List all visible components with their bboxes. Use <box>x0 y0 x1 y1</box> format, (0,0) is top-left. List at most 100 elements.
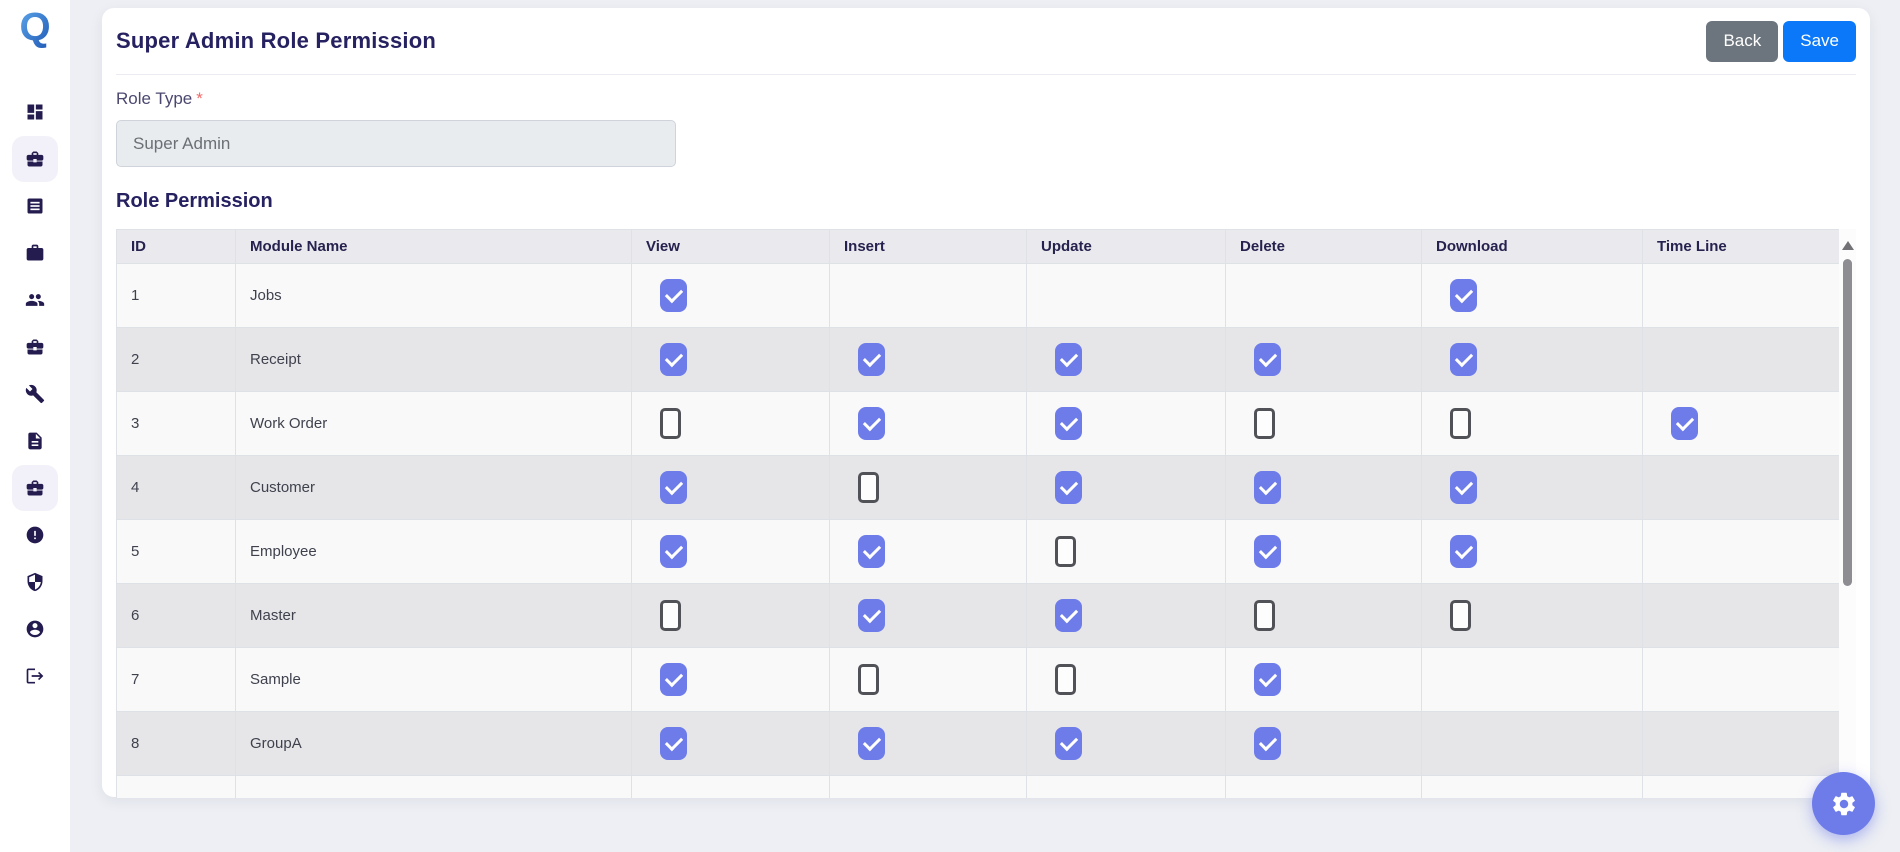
permission-cell <box>829 519 1027 584</box>
permission-checkbox-checked[interactable] <box>1055 727 1082 760</box>
permission-checkbox-checked[interactable] <box>1450 279 1477 312</box>
scroll-up-arrow-icon[interactable] <box>1842 241 1854 250</box>
column-header: Update <box>1026 229 1226 264</box>
permission-checkbox-checked[interactable] <box>1055 407 1082 440</box>
permission-checkbox-unchecked[interactable] <box>858 472 879 503</box>
permission-checkbox-checked[interactable] <box>858 407 885 440</box>
permission-cell <box>1026 711 1226 776</box>
work-bag-icon <box>26 244 44 261</box>
table-scrollbar[interactable] <box>1839 229 1856 798</box>
module-name-cell: Receipt <box>235 327 632 392</box>
permission-checkbox-checked[interactable] <box>660 727 687 760</box>
permission-checkbox-checked[interactable] <box>858 535 885 568</box>
permission-cell <box>829 263 1027 328</box>
role-type-input[interactable] <box>116 120 676 167</box>
wrench-icon <box>25 384 45 404</box>
permission-checkbox-checked[interactable] <box>1254 663 1281 696</box>
row-id-cell: 2 <box>116 327 236 392</box>
row-id-cell: 5 <box>116 519 236 584</box>
permission-cell <box>1026 391 1226 456</box>
users-icon <box>25 294 45 306</box>
permission-checkbox-unchecked[interactable] <box>1254 408 1275 439</box>
permission-checkbox-checked[interactable] <box>858 599 885 632</box>
sidebar-item[interactable] <box>12 606 58 652</box>
permission-checkbox-checked[interactable] <box>1450 471 1477 504</box>
permission-cell <box>1421 711 1643 776</box>
sidebar-item[interactable] <box>12 324 58 370</box>
permission-checkbox-checked[interactable] <box>1055 343 1082 376</box>
permission-checkbox-unchecked[interactable] <box>858 664 879 695</box>
permission-cell <box>631 711 830 776</box>
permission-cell <box>1642 583 1840 648</box>
sidebar-item[interactable] <box>12 371 58 417</box>
sidebar-item[interactable] <box>12 512 58 558</box>
permission-checkbox-unchecked[interactable] <box>1450 408 1471 439</box>
permission-cell <box>631 391 830 456</box>
sidebar-item[interactable] <box>12 559 58 605</box>
permission-checkbox-checked[interactable] <box>1055 471 1082 504</box>
sidebar-item[interactable] <box>12 277 58 323</box>
permission-checkbox-unchecked[interactable] <box>1254 600 1275 631</box>
settings-fab-button[interactable] <box>1812 772 1875 835</box>
module-name-cell: Customer <box>235 455 632 520</box>
permission-checkbox-unchecked[interactable] <box>1055 664 1076 695</box>
permission-cell <box>1421 455 1643 520</box>
sidebar-nav <box>0 89 70 699</box>
table-row: 2 Receipt <box>116 327 1840 392</box>
permission-cell <box>1225 455 1422 520</box>
permission-checkbox-checked[interactable] <box>660 343 687 376</box>
sidebar-item[interactable] <box>12 465 58 511</box>
table-row: 1 Jobs <box>116 263 1840 328</box>
row-id-cell: 8 <box>116 711 236 776</box>
save-button[interactable]: Save <box>1783 20 1856 62</box>
sidebar: Q <box>0 0 70 852</box>
permission-cell <box>1421 391 1643 456</box>
permission-cell <box>1026 327 1226 392</box>
required-marker: * <box>196 89 203 108</box>
permission-checkbox-checked[interactable] <box>660 663 687 696</box>
briefcase-icon <box>26 480 44 496</box>
permission-checkbox-checked[interactable] <box>660 535 687 568</box>
card-header: Super Admin Role Permission Back Save <box>116 8 1856 75</box>
sidebar-item[interactable] <box>12 418 58 464</box>
sidebar-item[interactable] <box>12 89 58 135</box>
permission-checkbox-checked[interactable] <box>858 343 885 376</box>
permission-checkbox-checked[interactable] <box>1254 535 1281 568</box>
module-name-cell <box>235 775 632 798</box>
permission-checkbox-checked[interactable] <box>1450 535 1477 568</box>
briefcase-icon <box>26 339 44 355</box>
permission-cell <box>1026 455 1226 520</box>
permission-cell <box>829 711 1027 776</box>
permission-checkbox-checked[interactable] <box>660 471 687 504</box>
permission-cell <box>1421 327 1643 392</box>
permission-checkbox-checked[interactable] <box>1254 727 1281 760</box>
page-title: Super Admin Role Permission <box>116 28 436 53</box>
permission-cell <box>1026 519 1226 584</box>
permission-checkbox-unchecked[interactable] <box>1055 536 1076 567</box>
permission-checkbox-unchecked[interactable] <box>660 600 681 631</box>
table-row: 8 GroupA <box>116 711 1840 776</box>
permission-checkbox-checked[interactable] <box>660 279 687 312</box>
permission-checkbox-checked[interactable] <box>858 727 885 760</box>
permission-checkbox-checked[interactable] <box>1450 343 1477 376</box>
sidebar-item[interactable] <box>12 183 58 229</box>
scroll-thumb[interactable] <box>1843 259 1852 586</box>
permission-cell <box>829 775 1027 798</box>
dashboard-icon <box>27 104 43 120</box>
module-name-cell: Jobs <box>235 263 632 328</box>
permission-checkbox-checked[interactable] <box>1055 599 1082 632</box>
back-button[interactable]: Back <box>1706 20 1779 62</box>
permission-table-wrap: ID Module Name View Insert Update Delete Downl… <box>116 229 1856 798</box>
permission-cell <box>829 455 1027 520</box>
sidebar-item[interactable] <box>12 230 58 276</box>
app-logo[interactable]: Q <box>0 0 70 56</box>
permission-checkbox-unchecked[interactable] <box>1450 600 1471 631</box>
sidebar-item[interactable] <box>12 136 58 182</box>
permission-checkbox-unchecked[interactable] <box>660 408 681 439</box>
module-name-cell: Sample <box>235 647 632 712</box>
permission-checkbox-checked[interactable] <box>1254 343 1281 376</box>
permission-checkbox-checked[interactable] <box>1671 407 1698 440</box>
permission-checkbox-checked[interactable] <box>1254 471 1281 504</box>
permission-cell <box>1642 519 1840 584</box>
sidebar-item[interactable] <box>12 653 58 699</box>
